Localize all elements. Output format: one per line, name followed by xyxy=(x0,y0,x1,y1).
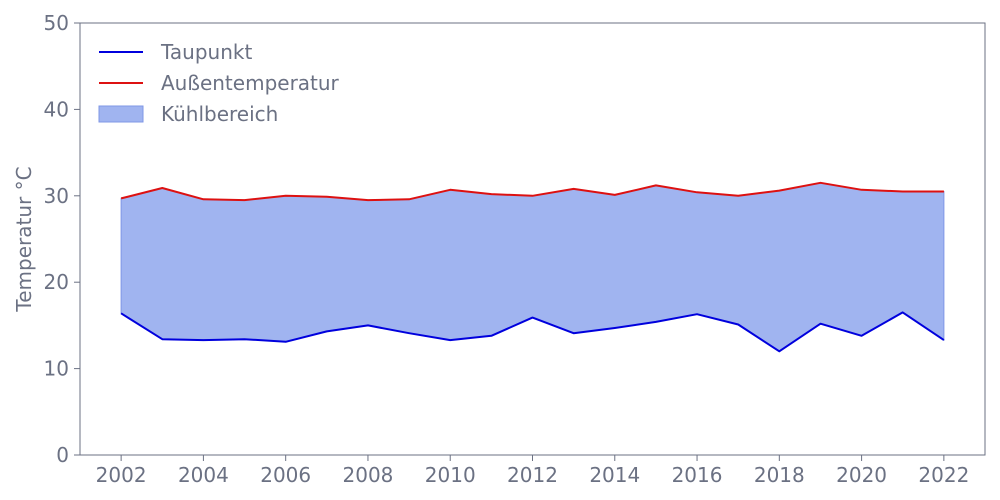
x-tick-label: 2004 xyxy=(178,463,229,487)
fill-area-kuehlbereich xyxy=(120,182,945,352)
x-tick-label: 2006 xyxy=(260,463,311,487)
legend: Taupunkt Außentemperatur Kühlbereich xyxy=(98,40,340,126)
y-axis-label: Temperatur °C xyxy=(12,166,36,312)
y-tick-label: 50 xyxy=(44,11,69,35)
x-tick-label: 2016 xyxy=(672,463,723,487)
y-tick-label: 0 xyxy=(56,443,69,467)
legend-label-aussentemperatur: Außentemperatur xyxy=(161,71,340,95)
legend-swatch-kuehlbereich xyxy=(98,105,144,123)
x-tick-label: 2014 xyxy=(589,463,640,487)
y-tick-label: 40 xyxy=(44,97,69,121)
x-tick-label: 2012 xyxy=(507,463,558,487)
x-tick-label: 2022 xyxy=(918,463,969,487)
legend-label-taupunkt: Taupunkt xyxy=(160,40,252,64)
series-line-aussentemperatur xyxy=(120,181,944,202)
x-tick-label: 2020 xyxy=(836,463,887,487)
series-line-taupunkt xyxy=(120,311,945,353)
x-tick-label: 2018 xyxy=(754,463,805,487)
x-tick-label: 2002 xyxy=(96,463,147,487)
axis-ticks: 2002 2004 2006 2008 2010 2012 2014 2016 2018 2020… xyxy=(44,11,970,487)
x-tick-label: 2010 xyxy=(425,463,476,487)
y-tick-label: 20 xyxy=(44,270,69,294)
legend-label-kuehlbereich: Kühlbereich xyxy=(161,102,278,126)
y-tick-label: 10 xyxy=(44,357,69,381)
y-tick-label: 30 xyxy=(44,184,69,208)
x-tick-label: 2008 xyxy=(343,463,394,487)
